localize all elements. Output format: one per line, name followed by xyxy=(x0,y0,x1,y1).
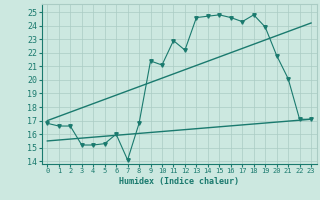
X-axis label: Humidex (Indice chaleur): Humidex (Indice chaleur) xyxy=(119,177,239,186)
